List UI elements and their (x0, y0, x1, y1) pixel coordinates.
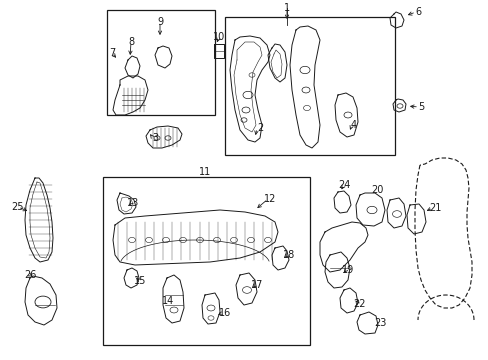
Text: 13: 13 (126, 198, 139, 208)
Text: 20: 20 (370, 185, 383, 195)
Text: 14: 14 (162, 296, 174, 306)
Text: 22: 22 (353, 299, 366, 309)
Text: 3: 3 (152, 133, 158, 143)
Text: 23: 23 (373, 318, 386, 328)
Text: 7: 7 (109, 48, 115, 58)
Text: 1: 1 (284, 3, 289, 13)
Text: 15: 15 (134, 276, 146, 286)
Bar (103, 177, 309, 345)
Text: 12: 12 (263, 194, 276, 204)
Text: 8: 8 (128, 37, 134, 47)
Text: 25: 25 (12, 202, 24, 212)
Text: 10: 10 (212, 32, 224, 42)
Text: 4: 4 (350, 120, 356, 130)
Text: 6: 6 (414, 7, 420, 17)
Bar (107, 10, 215, 115)
Text: 26: 26 (24, 270, 36, 280)
Text: 21: 21 (428, 203, 440, 213)
Text: 18: 18 (282, 250, 295, 260)
Text: 11: 11 (199, 167, 211, 177)
Text: 9: 9 (157, 17, 163, 27)
Bar (224, 17, 394, 155)
Text: 19: 19 (341, 265, 353, 275)
Text: 16: 16 (219, 308, 231, 318)
Text: 24: 24 (337, 180, 349, 190)
Text: 2: 2 (256, 123, 263, 133)
Text: 17: 17 (250, 280, 263, 290)
Text: 5: 5 (417, 102, 423, 112)
